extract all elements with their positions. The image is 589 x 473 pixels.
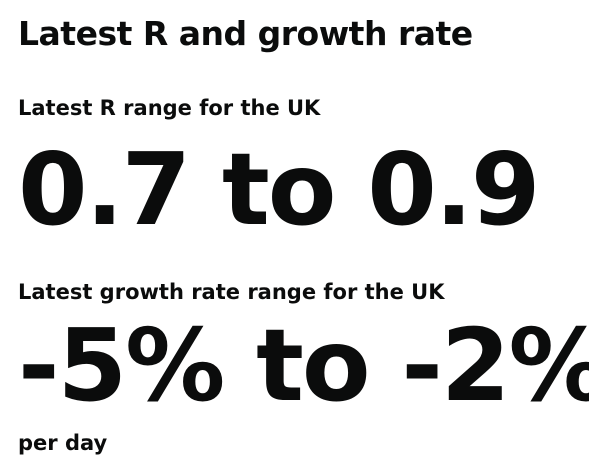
- page-title: Latest R and growth rate: [18, 14, 473, 53]
- r-range-label: Latest R range for the UK: [18, 96, 321, 120]
- r-range-value: 0.7 to 0.9: [18, 131, 540, 248]
- growth-rate-label: Latest growth rate range for the UK: [18, 280, 445, 304]
- growth-rate-value: -5% to -2%: [18, 307, 589, 424]
- growth-rate-unit: per day: [18, 431, 108, 455]
